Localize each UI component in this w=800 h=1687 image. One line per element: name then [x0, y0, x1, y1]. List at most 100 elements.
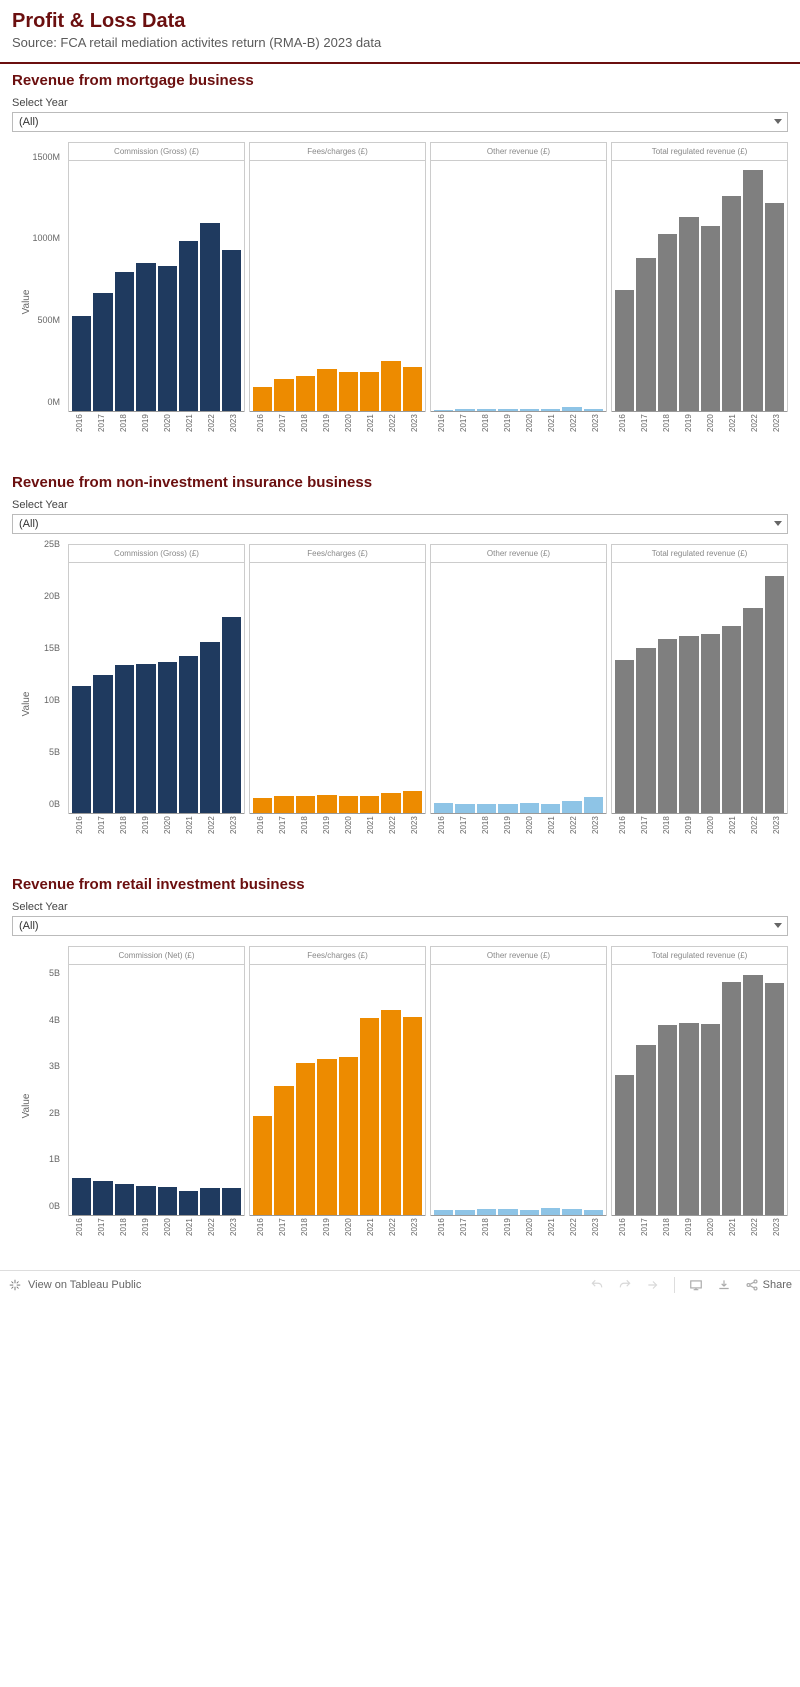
chart-bar[interactable]: [200, 642, 219, 813]
chart-bar[interactable]: [339, 796, 358, 813]
chart-bar[interactable]: [615, 1075, 634, 1215]
chart-bar[interactable]: [136, 664, 155, 813]
chart-bar[interactable]: [115, 1184, 134, 1215]
chart-bar[interactable]: [455, 1210, 474, 1215]
chart-bar[interactable]: [743, 170, 762, 411]
chart-bar[interactable]: [584, 797, 603, 813]
chart-bar[interactable]: [498, 804, 517, 813]
share-button[interactable]: Share: [745, 1278, 792, 1292]
chart-bar[interactable]: [541, 409, 560, 411]
chart-bar[interactable]: [403, 791, 422, 813]
chart-bar[interactable]: [477, 804, 496, 813]
chart-bar[interactable]: [179, 241, 198, 411]
chart-bar[interactable]: [455, 409, 474, 411]
chart-bar[interactable]: [562, 801, 581, 814]
chart-bar[interactable]: [562, 1209, 581, 1215]
chart-bar[interactable]: [701, 1024, 720, 1215]
chart-bar[interactable]: [658, 1025, 677, 1215]
chart-bar[interactable]: [722, 982, 741, 1215]
chart-bar[interactable]: [520, 803, 539, 813]
chart-bar[interactable]: [317, 1059, 336, 1215]
chart-bar[interactable]: [477, 1209, 496, 1215]
year-select[interactable]: (All): [12, 916, 788, 936]
chart-bar[interactable]: [381, 793, 400, 813]
chart-bar[interactable]: [200, 223, 219, 411]
chart-bar[interactable]: [360, 796, 379, 813]
view-on-public-link[interactable]: View on Tableau Public: [28, 1279, 141, 1291]
chart-bar[interactable]: [434, 410, 453, 412]
chart-bar[interactable]: [317, 795, 336, 813]
chart-bar[interactable]: [615, 290, 634, 411]
chart-bar[interactable]: [722, 196, 741, 411]
chart-bar[interactable]: [115, 272, 134, 411]
chart-bar[interactable]: [765, 203, 784, 411]
chart-bar[interactable]: [498, 1209, 517, 1215]
chart-bar[interactable]: [541, 1208, 560, 1215]
chart-bar[interactable]: [584, 409, 603, 411]
chart-bar[interactable]: [403, 367, 422, 411]
chart-bar[interactable]: [222, 250, 241, 411]
download-icon[interactable]: [717, 1278, 731, 1292]
chart-bar[interactable]: [636, 648, 655, 813]
chart-bar[interactable]: [93, 675, 112, 813]
chart-bar[interactable]: [72, 1178, 91, 1215]
year-select[interactable]: (All): [12, 514, 788, 534]
chart-bar[interactable]: [339, 1057, 358, 1215]
chart-bar[interactable]: [93, 293, 112, 411]
chart-bar[interactable]: [541, 804, 560, 813]
chart-bar[interactable]: [381, 1010, 400, 1215]
chart-bar[interactable]: [477, 409, 496, 411]
chart-bar[interactable]: [72, 686, 91, 813]
chart-bar[interactable]: [679, 217, 698, 411]
chart-bar[interactable]: [253, 387, 272, 411]
chart-bar[interactable]: [679, 1023, 698, 1215]
chart-bar[interactable]: [743, 608, 762, 813]
chart-bar[interactable]: [317, 369, 336, 411]
chart-bar[interactable]: [179, 1191, 198, 1215]
chart-bar[interactable]: [360, 372, 379, 411]
reset-icon[interactable]: [646, 1278, 660, 1292]
chart-bar[interactable]: [615, 660, 634, 813]
chart-bar[interactable]: [434, 803, 453, 813]
chart-bar[interactable]: [72, 316, 91, 411]
chart-bar[interactable]: [136, 1186, 155, 1215]
chart-bar[interactable]: [381, 361, 400, 411]
chart-bar[interactable]: [455, 804, 474, 813]
chart-bar[interactable]: [179, 656, 198, 813]
chart-bar[interactable]: [658, 234, 677, 411]
chart-bar[interactable]: [222, 617, 241, 813]
chart-bar[interactable]: [679, 636, 698, 813]
chart-bar[interactable]: [584, 1210, 603, 1215]
chart-bar[interactable]: [743, 975, 762, 1215]
chart-bar[interactable]: [360, 1018, 379, 1215]
chart-bar[interactable]: [701, 634, 720, 813]
chart-bar[interactable]: [434, 1210, 453, 1215]
presentation-icon[interactable]: [689, 1278, 703, 1292]
undo-icon[interactable]: [590, 1278, 604, 1292]
chart-bar[interactable]: [296, 376, 315, 411]
redo-icon[interactable]: [618, 1278, 632, 1292]
chart-bar[interactable]: [403, 1017, 422, 1215]
chart-bar[interactable]: [765, 576, 784, 813]
chart-bar[interactable]: [158, 1187, 177, 1215]
chart-bar[interactable]: [520, 1210, 539, 1215]
chart-bar[interactable]: [136, 263, 155, 411]
chart-bar[interactable]: [562, 407, 581, 411]
chart-bar[interactable]: [296, 1063, 315, 1215]
chart-bar[interactable]: [115, 665, 134, 813]
chart-bar[interactable]: [93, 1181, 112, 1215]
chart-bar[interactable]: [498, 409, 517, 411]
chart-bar[interactable]: [722, 626, 741, 813]
chart-bar[interactable]: [701, 226, 720, 411]
chart-bar[interactable]: [158, 266, 177, 411]
chart-bar[interactable]: [339, 372, 358, 411]
chart-bar[interactable]: [296, 796, 315, 813]
chart-bar[interactable]: [274, 379, 293, 411]
chart-bar[interactable]: [274, 796, 293, 813]
chart-bar[interactable]: [636, 1045, 655, 1215]
chart-bar[interactable]: [200, 1188, 219, 1215]
chart-bar[interactable]: [253, 798, 272, 813]
chart-bar[interactable]: [658, 639, 677, 813]
chart-bar[interactable]: [253, 1116, 272, 1215]
year-select[interactable]: (All): [12, 112, 788, 132]
